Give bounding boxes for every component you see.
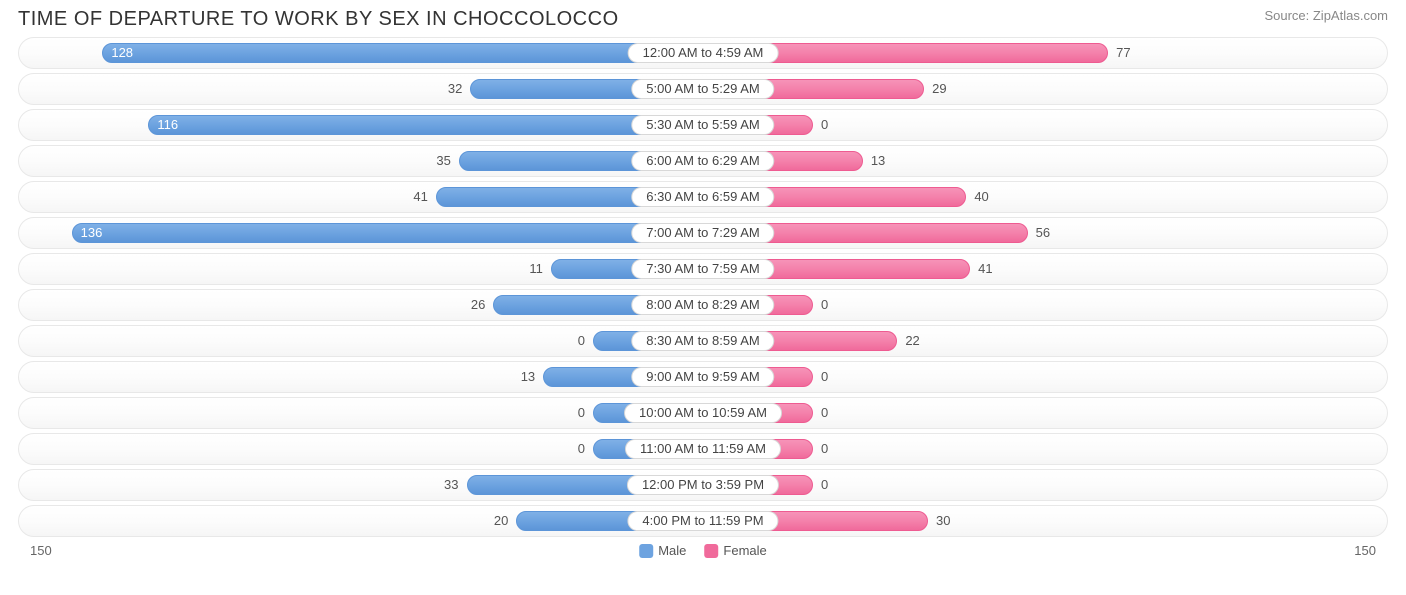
male-value: 0 <box>578 403 585 423</box>
chart-source: Source: ZipAtlas.com <box>1264 8 1388 23</box>
female-value: 13 <box>871 151 885 171</box>
legend-label-female: Female <box>723 543 766 558</box>
chart-title: TIME OF DEPARTURE TO WORK BY SEX IN CHOC… <box>18 8 619 31</box>
male-value: 128 <box>111 44 133 62</box>
legend-swatch-female <box>704 544 718 558</box>
male-bar: 116 <box>148 115 703 135</box>
female-value: 40 <box>974 187 988 207</box>
female-value: 56 <box>1036 223 1050 243</box>
female-value: 0 <box>821 403 828 423</box>
chart-footer: 150 Male Female 150 <box>0 541 1406 565</box>
chart-row: 41 40 6:30 AM to 6:59 AM <box>18 181 1388 213</box>
male-value: 20 <box>494 511 508 531</box>
chart-row: 35 13 6:00 AM to 6:29 AM <box>18 145 1388 177</box>
category-label: 10:00 AM to 10:59 AM <box>624 403 782 423</box>
male-value: 35 <box>436 151 450 171</box>
category-label: 7:00 AM to 7:29 AM <box>631 223 774 243</box>
male-value: 32 <box>448 79 462 99</box>
chart-row: 13 0 9:00 AM to 9:59 AM <box>18 361 1388 393</box>
female-value: 0 <box>821 475 828 495</box>
female-value: 77 <box>1116 43 1130 63</box>
legend: Male Female <box>639 543 767 558</box>
male-value: 116 <box>157 116 178 134</box>
chart-header: TIME OF DEPARTURE TO WORK BY SEX IN CHOC… <box>0 0 1406 35</box>
male-value: 0 <box>578 331 585 351</box>
female-value: 41 <box>978 259 992 279</box>
category-label: 6:30 AM to 6:59 AM <box>631 187 774 207</box>
male-value: 0 <box>578 439 585 459</box>
chart-row: 0 0 10:00 AM to 10:59 AM <box>18 397 1388 429</box>
female-value: 22 <box>905 331 919 351</box>
chart-row: 33 0 12:00 PM to 3:59 PM <box>18 469 1388 501</box>
male-bar: 136 <box>72 223 703 243</box>
category-label: 9:00 AM to 9:59 AM <box>631 367 774 387</box>
category-label: 6:00 AM to 6:29 AM <box>631 151 774 171</box>
male-value: 26 <box>471 295 485 315</box>
legend-label-male: Male <box>658 543 686 558</box>
legend-item-male: Male <box>639 543 686 558</box>
category-label: 7:30 AM to 7:59 AM <box>631 259 774 279</box>
female-value: 0 <box>821 439 828 459</box>
female-value: 29 <box>932 79 946 99</box>
male-value: 13 <box>521 367 535 387</box>
category-label: 4:00 PM to 11:59 PM <box>627 511 778 531</box>
chart-row: 20 30 4:00 PM to 11:59 PM <box>18 505 1388 537</box>
female-value: 0 <box>821 295 828 315</box>
chart-row: 116 0 5:30 AM to 5:59 AM <box>18 109 1388 141</box>
category-label: 8:00 AM to 8:29 AM <box>631 295 774 315</box>
female-value: 30 <box>936 511 950 531</box>
chart-area: 128 77 12:00 AM to 4:59 AM 32 29 5:00 AM to 5… <box>0 35 1406 537</box>
axis-label-left: 150 <box>30 543 52 558</box>
legend-item-female: Female <box>704 543 766 558</box>
male-value: 33 <box>444 475 458 495</box>
category-label: 5:30 AM to 5:59 AM <box>631 115 774 135</box>
legend-swatch-male <box>639 544 653 558</box>
chart-row: 0 0 11:00 AM to 11:59 AM <box>18 433 1388 465</box>
chart-row: 11 41 7:30 AM to 7:59 AM <box>18 253 1388 285</box>
male-value: 11 <box>529 259 543 279</box>
male-value: 41 <box>413 187 427 207</box>
female-value: 0 <box>821 115 828 135</box>
chart-row: 32 29 5:00 AM to 5:29 AM <box>18 73 1388 105</box>
category-label: 8:30 AM to 8:59 AM <box>631 331 774 351</box>
axis-label-right: 150 <box>1354 543 1376 558</box>
category-label: 12:00 AM to 4:59 AM <box>628 43 779 63</box>
male-value: 136 <box>81 224 103 242</box>
chart-row: 26 0 8:00 AM to 8:29 AM <box>18 289 1388 321</box>
category-label: 12:00 PM to 3:59 PM <box>627 475 779 495</box>
female-value: 0 <box>821 367 828 387</box>
male-bar: 128 <box>102 43 703 63</box>
category-label: 5:00 AM to 5:29 AM <box>631 79 774 99</box>
chart-row: 0 22 8:30 AM to 8:59 AM <box>18 325 1388 357</box>
chart-row: 128 77 12:00 AM to 4:59 AM <box>18 37 1388 69</box>
chart-row: 136 56 7:00 AM to 7:29 AM <box>18 217 1388 249</box>
category-label: 11:00 AM to 11:59 AM <box>625 439 781 459</box>
